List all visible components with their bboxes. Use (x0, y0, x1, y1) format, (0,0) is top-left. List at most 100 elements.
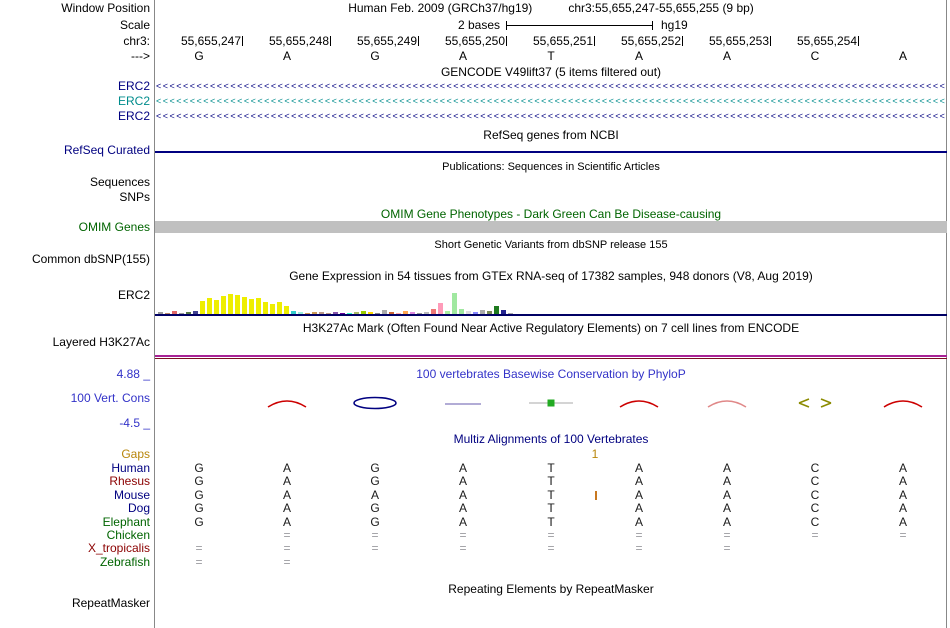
alignment-base: A (634, 461, 643, 475)
gtex-expression-bar[interactable] (375, 313, 380, 314)
coordinate-label: 55,655,254 (796, 34, 857, 48)
h3k27ac-signal-line-maroon[interactable] (155, 358, 947, 359)
gtex-expression-bar[interactable] (228, 294, 233, 314)
species-label-zebrafish[interactable]: Zebrafish (99, 554, 150, 569)
gtex-expression-bar[interactable] (312, 312, 317, 314)
gtex-expression-bar[interactable] (333, 312, 338, 314)
refseq-gene-line[interactable] (155, 151, 947, 153)
dbsnp-header: Short Genetic Variants from dbSNP releas… (434, 239, 668, 251)
alignment-base: = (547, 541, 555, 556)
alignment-base: G (194, 501, 204, 516)
track-label-common-dbsnp[interactable]: Common dbSNP(155) (31, 252, 150, 266)
gtex-expression-bar[interactable] (501, 310, 506, 314)
gtex-expression-bar[interactable] (452, 293, 457, 314)
gtex-expression-bar[interactable] (438, 303, 443, 314)
gtex-expression-bar[interactable] (389, 312, 394, 314)
gtex-header: Gene Expression in 54 tissues from GTEx … (289, 269, 813, 283)
gtex-expression-bar[interactable] (396, 313, 401, 314)
gtex-expression-bar[interactable] (291, 311, 296, 314)
reference-base: A (898, 49, 907, 63)
gtex-expression-bar[interactable] (186, 312, 191, 314)
omim-gene-bar[interactable] (155, 221, 947, 233)
species-label-dog[interactable]: Dog (127, 501, 150, 516)
gtex-expression-bar[interactable] (354, 312, 359, 314)
gtex-expression-bar[interactable] (249, 299, 254, 314)
gtex-expression-bar[interactable] (200, 301, 205, 314)
phylop-wiggle[interactable] (0, 388, 950, 418)
track-label-100-vert-cons[interactable]: 100 Vert. Cons (70, 391, 150, 405)
gtex-expression-bar[interactable] (179, 313, 184, 314)
gtex-expression-bar[interactable] (298, 312, 303, 314)
gene-model-arrows[interactable]: <<<<<<<<<<<<<<<<<<<<<<<<<<<<<<<<<<<<<<<<… (156, 81, 946, 91)
gene-model-arrows[interactable]: <<<<<<<<<<<<<<<<<<<<<<<<<<<<<<<<<<<<<<<<… (156, 96, 946, 106)
gtex-expression-bar[interactable] (256, 298, 261, 314)
scale-assembly-name: hg19 (661, 18, 688, 32)
gtex-expression-bar[interactable] (494, 306, 499, 314)
phylop-glyph (529, 399, 573, 407)
gtex-expression-bar[interactable] (473, 312, 478, 314)
gtex-expression-bar[interactable] (235, 295, 240, 314)
track-label-snps[interactable]: SNPs (119, 190, 150, 204)
alignment-base: = (459, 528, 467, 542)
track-label-gencode-erc2-1[interactable]: ERC2 (117, 94, 150, 108)
omim-header: OMIM Gene Phenotypes - Dark Green Can Be… (380, 207, 722, 221)
gtex-expression-bar[interactable] (207, 298, 212, 314)
h3k27ac-signal-line-purple[interactable] (155, 355, 947, 357)
alignment-base: A (458, 514, 467, 529)
gtex-expression-bar[interactable] (347, 313, 352, 314)
gtex-expression-bar[interactable] (410, 312, 415, 314)
track-label-gaps[interactable]: Gaps (121, 447, 150, 461)
gtex-expression-bar[interactable] (424, 312, 429, 314)
alignment-base: = (195, 541, 203, 556)
gtex-expression-bar[interactable] (214, 300, 219, 314)
track-label-refseq-curated[interactable]: RefSeq Curated (63, 143, 150, 157)
gtex-expression-bar[interactable] (508, 313, 513, 314)
species-label-chicken[interactable]: Chicken (106, 528, 150, 542)
gtex-expression-bar[interactable] (242, 297, 247, 314)
track-label-gencode-erc2-0[interactable]: ERC2 (117, 79, 150, 93)
species-label-rhesus[interactable]: Rhesus (109, 474, 150, 489)
gene-model-arrows[interactable]: <<<<<<<<<<<<<<<<<<<<<<<<<<<<<<<<<<<<<<<<… (156, 111, 946, 121)
gtex-expression-bar[interactable] (277, 302, 282, 314)
gtex-expression-bar[interactable] (158, 312, 163, 314)
gtex-expression-bar[interactable] (263, 302, 268, 314)
gtex-expression-bar[interactable] (165, 313, 170, 314)
gtex-expression-bar[interactable] (403, 311, 408, 314)
phylop-glyph (619, 400, 659, 408)
gtex-expression-bar[interactable] (466, 311, 471, 314)
track-label-sequences[interactable]: Sequences (89, 175, 150, 189)
gtex-expression-bar[interactable] (326, 313, 331, 314)
gtex-expression-bar[interactable] (459, 309, 464, 314)
species-label-x_tropicalis[interactable]: X_tropicalis (87, 541, 150, 556)
species-label-elephant[interactable]: Elephant (102, 514, 150, 529)
alignment-base: A (282, 514, 291, 529)
gtex-expression-bar[interactable] (487, 311, 492, 314)
gtex-expression-bar[interactable] (319, 312, 324, 314)
gtex-expression-bar[interactable] (445, 311, 450, 314)
track-label-layered-h3k27ac[interactable]: Layered H3K27Ac (52, 335, 150, 349)
gtex-expression-bar[interactable] (221, 296, 226, 314)
gtex-expression-bar[interactable] (193, 311, 198, 314)
species-label-mouse[interactable]: Mouse (113, 487, 150, 502)
track-label-gtex-erc2[interactable]: ERC2 (117, 288, 150, 302)
alignment-base: A (282, 461, 291, 475)
gtex-expression-bar[interactable] (284, 306, 289, 314)
coordinate-label: 55,655,252 (620, 34, 681, 48)
track-label-repeatmasker[interactable]: RepeatMasker (71, 596, 150, 610)
gtex-expression-bar[interactable] (172, 311, 177, 314)
gtex-expression-bar[interactable] (305, 313, 310, 314)
gtex-expression-bar[interactable] (480, 310, 485, 314)
track-label-gencode-erc2-2[interactable]: ERC2 (117, 109, 150, 123)
gtex-expression-bar[interactable] (417, 313, 422, 314)
gtex-expression-bar[interactable] (382, 310, 387, 314)
species-label-human[interactable]: Human (111, 461, 150, 475)
gtex-expression-bar[interactable] (270, 304, 275, 314)
gtex-expression-bar[interactable] (431, 309, 436, 314)
gtex-expression-bar[interactable] (361, 311, 366, 314)
alignment-base: = (723, 541, 731, 556)
gencode-header: GENCODE V49lift37 (5 items filtered out) (440, 65, 662, 79)
gtex-expression-bar[interactable] (340, 313, 345, 314)
track-label-omim-genes[interactable]: OMIM Genes (78, 220, 150, 234)
gtex-expression-bar[interactable] (368, 312, 373, 314)
repeatmasker-header: Repeating Elements by RepeatMasker (448, 582, 654, 596)
